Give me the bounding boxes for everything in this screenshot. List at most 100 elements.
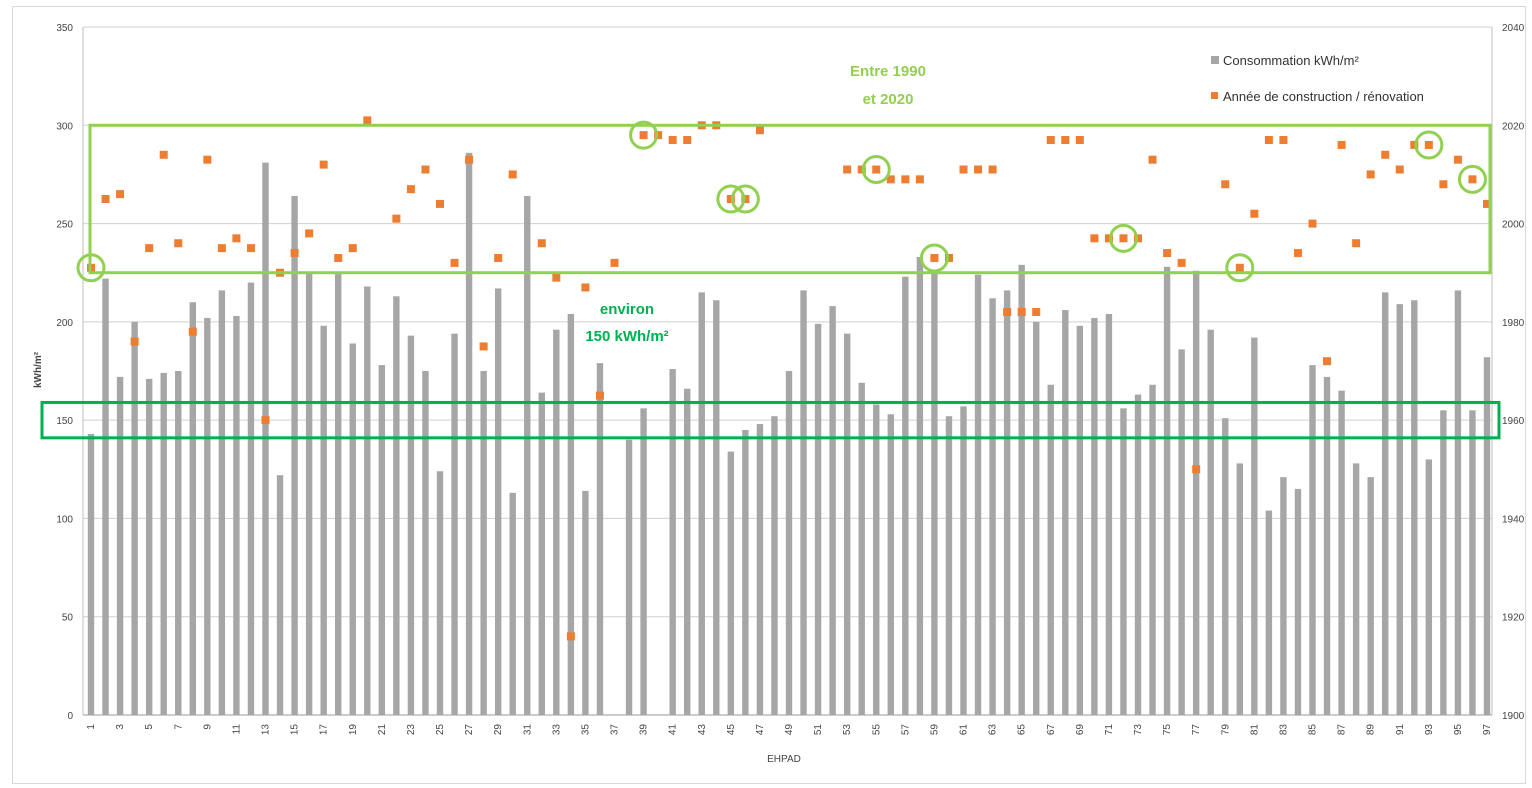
point-10 [217,244,226,253]
bar-23 [407,335,415,715]
bar-72 [1120,408,1127,715]
bar-50 [800,290,807,715]
point-24 [421,165,430,174]
bar-85 [1309,365,1316,715]
y-axis-title: kWh/m² [33,351,44,388]
point-73 [1134,234,1142,243]
y-tick-label-350: 350 [56,23,73,34]
point-54 [857,165,866,174]
point-67 [1046,136,1055,145]
bar-64 [1003,290,1011,715]
point-68 [1061,136,1070,145]
point-6 [159,150,168,159]
bar-53 [843,333,851,715]
point-41 [668,136,677,145]
x-tick-label-15: 15 [290,724,301,736]
bar-11 [233,315,240,715]
point-92 [1410,140,1419,149]
x-tick-label-69: 69 [1075,724,1086,736]
bar-95 [1454,290,1462,715]
bar-17 [320,325,327,715]
bar-45 [727,451,735,715]
x-tick-label-33: 33 [551,724,562,736]
point-94 [1439,180,1448,189]
x-tick-label-87: 87 [1337,724,1348,736]
bar-36 [596,363,604,715]
point-58 [915,175,924,184]
x-tick-label-1: 1 [86,724,97,730]
x-tick-label-51: 51 [813,724,824,736]
x-tick-label-45: 45 [726,724,737,736]
point-47 [755,126,764,135]
legend-label-scatter: Année de construction / rénovation [1223,89,1424,104]
x-tick-label-5: 5 [144,724,155,730]
bar-70 [1091,317,1098,715]
point-93 [1424,140,1433,149]
x-tick-label-19: 19 [348,724,359,736]
x-axis-title: EHPAD [767,754,801,765]
y-tick-label-100: 100 [56,514,73,525]
bar-63 [989,298,996,715]
point-27 [465,155,474,164]
x-tick-label-21: 21 [377,724,388,736]
bar-65 [1018,264,1025,715]
point-9 [203,155,212,164]
bar-74 [1149,384,1156,715]
bar-47 [756,424,764,715]
point-77 [1192,465,1201,474]
bar-46 [742,429,749,715]
bar-15 [291,196,298,716]
x-tick-label-73: 73 [1133,724,1144,736]
y-tick-label-300: 300 [56,121,73,132]
point-20 [363,116,372,125]
bar-43 [698,292,705,715]
highlight-circle-39 [629,120,659,150]
x-tick-label-7: 7 [173,724,184,730]
point-95 [1453,155,1462,164]
bar-76 [1178,349,1185,715]
y2-tick-label-1980: 1980 [1502,318,1525,329]
point-57 [901,175,910,184]
y-tick-label-0: 0 [67,711,73,722]
y-tick-label-200: 200 [56,318,73,329]
typical-highlight-box [40,400,1501,440]
x-tick-label-93: 93 [1424,724,1435,736]
x-tick-label-97: 97 [1482,724,1493,736]
x-tick-label-57: 57 [900,724,911,736]
bar-68 [1062,310,1069,715]
typical-label-line2: 150 kWh/m² [585,328,668,345]
point-18 [334,253,343,262]
bar-88 [1352,463,1360,715]
highlight-circle-72 [1108,223,1138,253]
point-91 [1395,165,1404,174]
bar-3 [116,376,124,715]
point-56 [886,175,895,184]
point-88 [1352,239,1361,248]
highlight-circle-93 [1414,130,1444,160]
bar-30 [509,492,516,715]
x-tick-label-11: 11 [231,724,242,735]
point-40 [654,131,663,140]
chart-frame [12,6,1526,784]
point-63 [988,165,997,174]
bar-59 [931,270,938,715]
legend-swatch-scatter [1211,92,1218,99]
bar-55 [873,404,880,715]
bar-26 [451,333,458,715]
bar-44 [713,300,720,715]
x-tick-label-83: 83 [1278,724,1289,736]
bar-41 [669,369,676,715]
point-29 [494,253,503,262]
bar-series [87,152,1491,716]
point-62 [974,165,983,174]
bar-20 [364,286,371,715]
bar-12 [247,282,255,715]
point-42 [683,136,692,145]
point-19 [348,244,357,253]
point-71 [1104,234,1113,243]
legend-swatch-bar [1211,56,1219,64]
x-tick-label-41: 41 [668,724,679,736]
bar-4 [131,321,138,715]
bar-10 [218,290,226,715]
point-34 [566,632,575,641]
